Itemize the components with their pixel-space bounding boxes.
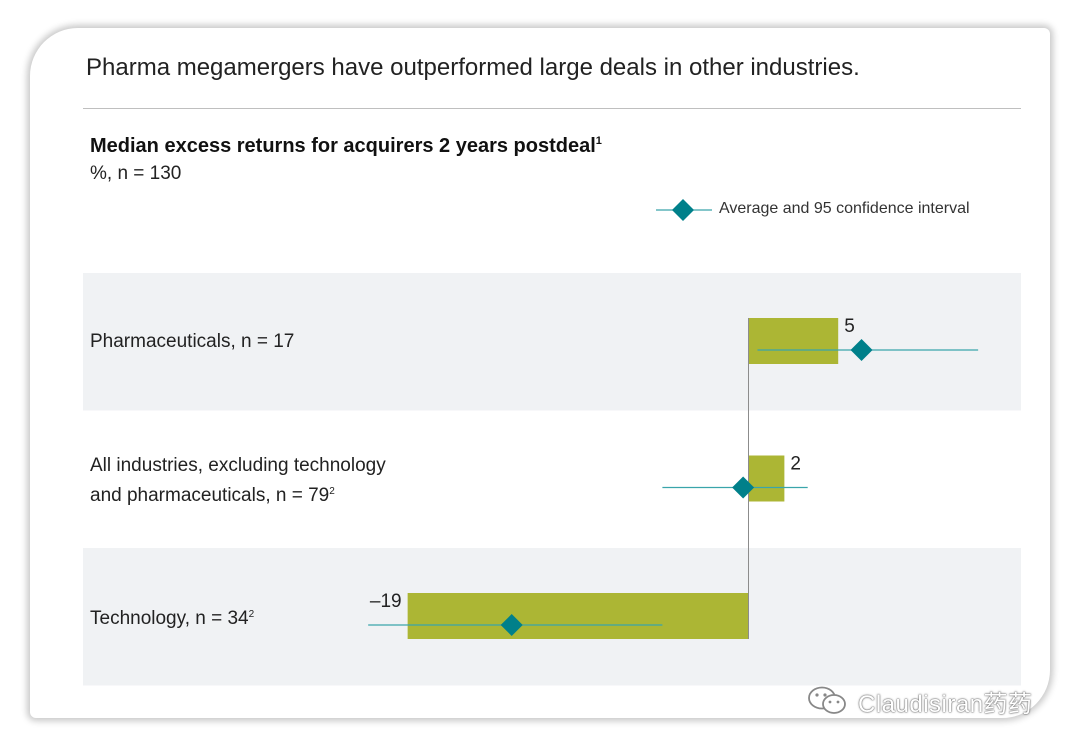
category-label: Pharmaceuticals, n = 17	[90, 329, 294, 355]
chart-subtitle: %, n = 130	[90, 163, 182, 184]
headline: Pharma megamergers have outperformed lar…	[86, 54, 860, 81]
chart-title-footnote: 1	[595, 135, 602, 147]
average-marker	[732, 476, 755, 499]
category-footnote: 2	[248, 609, 255, 620]
chart-title: Median excess returns for acquirers 2 ye…	[90, 135, 602, 158]
category-label: All industries, excluding technology and …	[90, 453, 386, 509]
legend-label: Average and 95 confidence interval	[719, 200, 970, 217]
bar	[748, 455, 785, 502]
divider	[83, 108, 1021, 109]
diamond-line-icon	[656, 199, 712, 221]
row-band	[83, 273, 1021, 411]
category-label-line: and pharmaceuticals, n = 792	[90, 485, 335, 506]
bar	[407, 593, 749, 639]
category-label-line: Technology, n = 342	[90, 608, 255, 629]
bar-value-label: 5	[844, 316, 855, 337]
category-label-line: Pharmaceuticals, n = 17	[90, 331, 295, 352]
bar-value-label: –19	[370, 591, 402, 612]
average-marker	[500, 614, 523, 636]
category-label-line: All industries, excluding technology	[90, 455, 386, 476]
chart-title-text: Median excess returns for acquirers 2 ye…	[90, 135, 596, 157]
bar-value-label: 2	[790, 453, 801, 474]
average-marker	[850, 339, 873, 361]
category-label: Technology, n = 342	[90, 602, 254, 632]
bar	[748, 318, 839, 364]
wechat-icon	[808, 686, 846, 714]
category-footnote: 2	[329, 486, 335, 497]
watermark-text: Claudisiran药药	[858, 690, 1033, 718]
watermark: Claudisiran药药	[806, 683, 1056, 719]
row-band	[83, 410, 1021, 548]
legend: Average and 95 confidence interval	[654, 196, 1014, 224]
